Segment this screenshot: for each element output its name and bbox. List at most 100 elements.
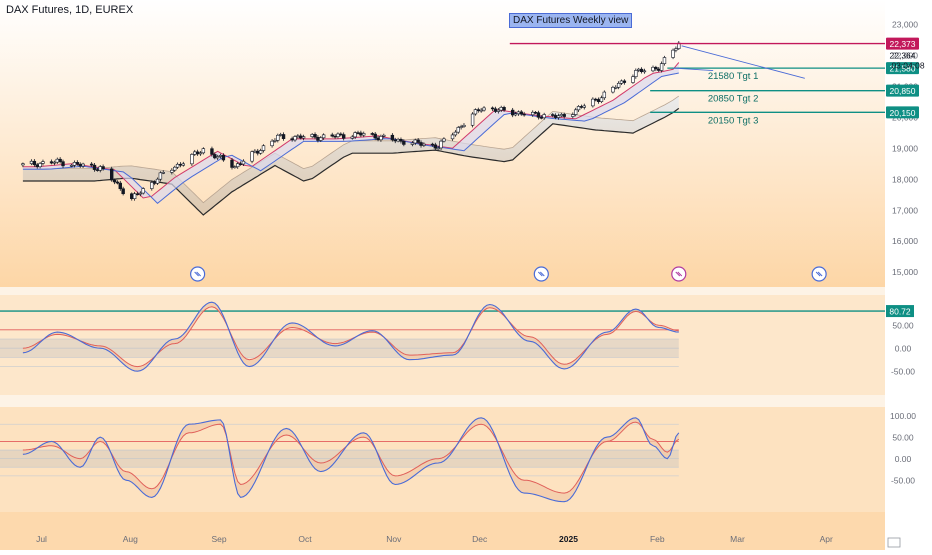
candle-body bbox=[536, 112, 541, 118]
osc2-axis-tick-label: -50.00 bbox=[891, 476, 915, 486]
candle-body bbox=[476, 109, 481, 112]
candle-body bbox=[470, 113, 475, 126]
candle-body bbox=[490, 107, 495, 110]
candle-body bbox=[81, 163, 85, 167]
candle-body bbox=[399, 138, 403, 142]
candle-body bbox=[101, 166, 105, 170]
time-axis-background bbox=[0, 512, 885, 550]
candle-body bbox=[278, 134, 283, 136]
candle-body bbox=[276, 134, 280, 141]
osc1-level-tag-label: 80.72 bbox=[889, 307, 911, 317]
price-level-tag bbox=[886, 62, 919, 75]
candle-body bbox=[21, 163, 25, 166]
candle-body bbox=[599, 97, 604, 102]
osc1-slow-line bbox=[22, 306, 679, 368]
dividend-icon-glyph bbox=[537, 271, 545, 277]
dividend-icon[interactable] bbox=[533, 266, 549, 282]
candle-body bbox=[310, 134, 314, 137]
current-price-label: 22,364 bbox=[890, 51, 916, 61]
candle-body bbox=[576, 106, 581, 111]
time-axis-tick-label: Aug bbox=[123, 534, 138, 544]
price-axis-tick-label: 23,000 bbox=[892, 20, 918, 30]
candle-body bbox=[29, 160, 34, 164]
candle-body bbox=[256, 150, 260, 154]
candle-body bbox=[510, 109, 515, 116]
price-level-tag-label: 20,150 bbox=[890, 108, 916, 118]
candle-body bbox=[430, 143, 435, 146]
candle-body bbox=[215, 156, 220, 159]
candle-body bbox=[178, 163, 183, 166]
candle-body bbox=[370, 133, 375, 135]
pane-separator bbox=[0, 395, 885, 407]
candle-body bbox=[513, 113, 518, 116]
candle-body bbox=[150, 182, 154, 189]
candle-body bbox=[671, 49, 675, 58]
target-annotation: 20150 Tgt 3 bbox=[708, 115, 759, 126]
candle-body bbox=[339, 133, 343, 136]
candle-body bbox=[55, 158, 59, 163]
candle-body bbox=[631, 76, 635, 83]
candle-body bbox=[201, 148, 206, 154]
osc1-axis-tick-label: -50.00 bbox=[891, 367, 915, 377]
osc1-axis-tick-label: 0.00 bbox=[895, 344, 912, 354]
candle-body bbox=[89, 163, 94, 166]
time-axis-tick-label: Sep bbox=[212, 534, 227, 544]
candle-body bbox=[591, 98, 595, 107]
long-moving-average-line bbox=[22, 107, 680, 216]
time-axis-tick-label: Oct bbox=[298, 534, 312, 544]
candle-body bbox=[158, 172, 163, 180]
candle-body bbox=[69, 165, 74, 167]
candle-body bbox=[611, 86, 615, 93]
price-level-tag-label: 20,850 bbox=[890, 86, 916, 96]
candle-body bbox=[333, 135, 337, 138]
osc1-level-tag bbox=[886, 305, 914, 318]
candle-body bbox=[362, 133, 366, 136]
candle-body bbox=[582, 105, 586, 108]
candle-body bbox=[654, 66, 658, 70]
candle-body bbox=[141, 188, 145, 194]
candle-body bbox=[316, 136, 320, 141]
candle-body bbox=[662, 57, 667, 64]
dividend-icon[interactable] bbox=[811, 266, 827, 282]
price-level-tag bbox=[886, 84, 919, 97]
candle-body bbox=[98, 166, 102, 171]
osc1-axis-tick-label: 50.00 bbox=[892, 321, 914, 331]
candle-body bbox=[522, 113, 526, 116]
candle-body bbox=[319, 137, 323, 141]
candle-body bbox=[118, 182, 122, 190]
candle-body bbox=[181, 163, 186, 166]
earnings-icon[interactable] bbox=[671, 266, 687, 282]
candle-body bbox=[390, 134, 395, 141]
candle-body bbox=[218, 155, 223, 157]
candle-body bbox=[657, 68, 661, 71]
price-axis-tick-label: 17,000 bbox=[892, 205, 918, 215]
candle-body bbox=[496, 109, 501, 112]
candle-body bbox=[155, 178, 160, 184]
candle-body bbox=[614, 86, 618, 89]
candle-body bbox=[376, 137, 380, 141]
view-badge: DAX Futures Weekly view bbox=[509, 13, 633, 28]
candle-body bbox=[195, 151, 200, 155]
candle-body bbox=[273, 139, 277, 142]
candle-body bbox=[61, 161, 65, 167]
candle-body bbox=[553, 115, 558, 118]
candle-body bbox=[356, 132, 360, 134]
price-axis-tick-label: 19,000 bbox=[892, 143, 918, 153]
dividend-icon[interactable] bbox=[190, 266, 206, 282]
candle-body bbox=[559, 114, 564, 117]
candle-body bbox=[350, 136, 354, 139]
price-axis-tick-label: 15,000 bbox=[892, 267, 918, 277]
candle-body bbox=[253, 150, 257, 153]
candle-body bbox=[313, 134, 317, 138]
candle-body bbox=[221, 155, 226, 161]
osc2-axis-tick-label: 0.00 bbox=[895, 454, 912, 464]
candle-body bbox=[233, 166, 237, 169]
time-axis-tick-label: Apr bbox=[820, 534, 833, 544]
candle-body bbox=[130, 193, 134, 199]
candle-body bbox=[72, 162, 77, 166]
price-level-tag bbox=[886, 106, 919, 119]
candle-body bbox=[152, 182, 157, 184]
candle-body bbox=[75, 162, 80, 165]
candle-body bbox=[579, 106, 584, 108]
